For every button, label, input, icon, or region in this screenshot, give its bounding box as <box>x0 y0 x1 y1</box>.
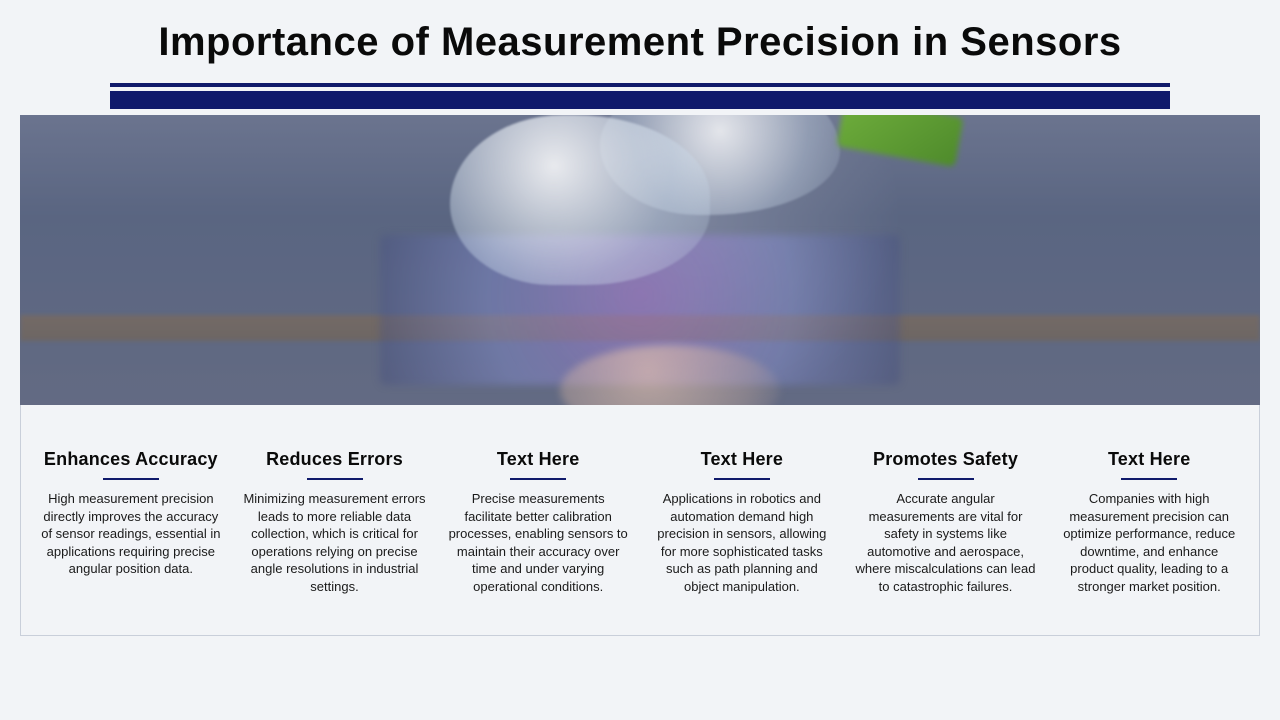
card-body: Accurate angular measurements are vital … <box>854 490 1038 595</box>
card-divider <box>714 478 770 480</box>
slide-title: Importance of Measurement Precision in S… <box>0 20 1280 83</box>
card-title: Text Here <box>1057 449 1241 470</box>
card-title: Enhances Accuracy <box>39 449 223 470</box>
card-enhances-accuracy: Enhances Accuracy High measurement preci… <box>39 449 223 595</box>
cards-row: Enhances Accuracy High measurement preci… <box>20 405 1260 636</box>
card-competitive: Text Here Companies with high measuremen… <box>1057 449 1241 595</box>
hero-image <box>20 115 1260 405</box>
rule-thin <box>110 83 1170 87</box>
card-body: Companies with high measurement precisio… <box>1057 490 1241 595</box>
card-reduces-errors: Reduces Errors Minimizing measurement er… <box>243 449 427 595</box>
card-title: Text Here <box>446 449 630 470</box>
card-robotics: Text Here Applications in robotics and a… <box>650 449 834 595</box>
card-body: Precise measurements facilitate better c… <box>446 490 630 595</box>
card-body: High measurement precision directly impr… <box>39 490 223 578</box>
card-calibration: Text Here Precise measurements facilitat… <box>446 449 630 595</box>
card-divider <box>918 478 974 480</box>
card-divider <box>510 478 566 480</box>
hero-object-1 <box>450 115 710 285</box>
card-title: Reduces Errors <box>243 449 427 470</box>
title-rules <box>110 83 1170 109</box>
card-body: Minimizing measurement errors leads to m… <box>243 490 427 595</box>
slide: Importance of Measurement Precision in S… <box>0 0 1280 720</box>
card-promotes-safety: Promotes Safety Accurate angular measure… <box>854 449 1038 595</box>
card-divider <box>307 478 363 480</box>
rule-thick <box>110 91 1170 109</box>
card-body: Applications in robotics and automation … <box>650 490 834 595</box>
hero-green-object <box>837 115 964 167</box>
card-title: Promotes Safety <box>854 449 1038 470</box>
card-divider <box>1121 478 1177 480</box>
card-divider <box>103 478 159 480</box>
card-title: Text Here <box>650 449 834 470</box>
